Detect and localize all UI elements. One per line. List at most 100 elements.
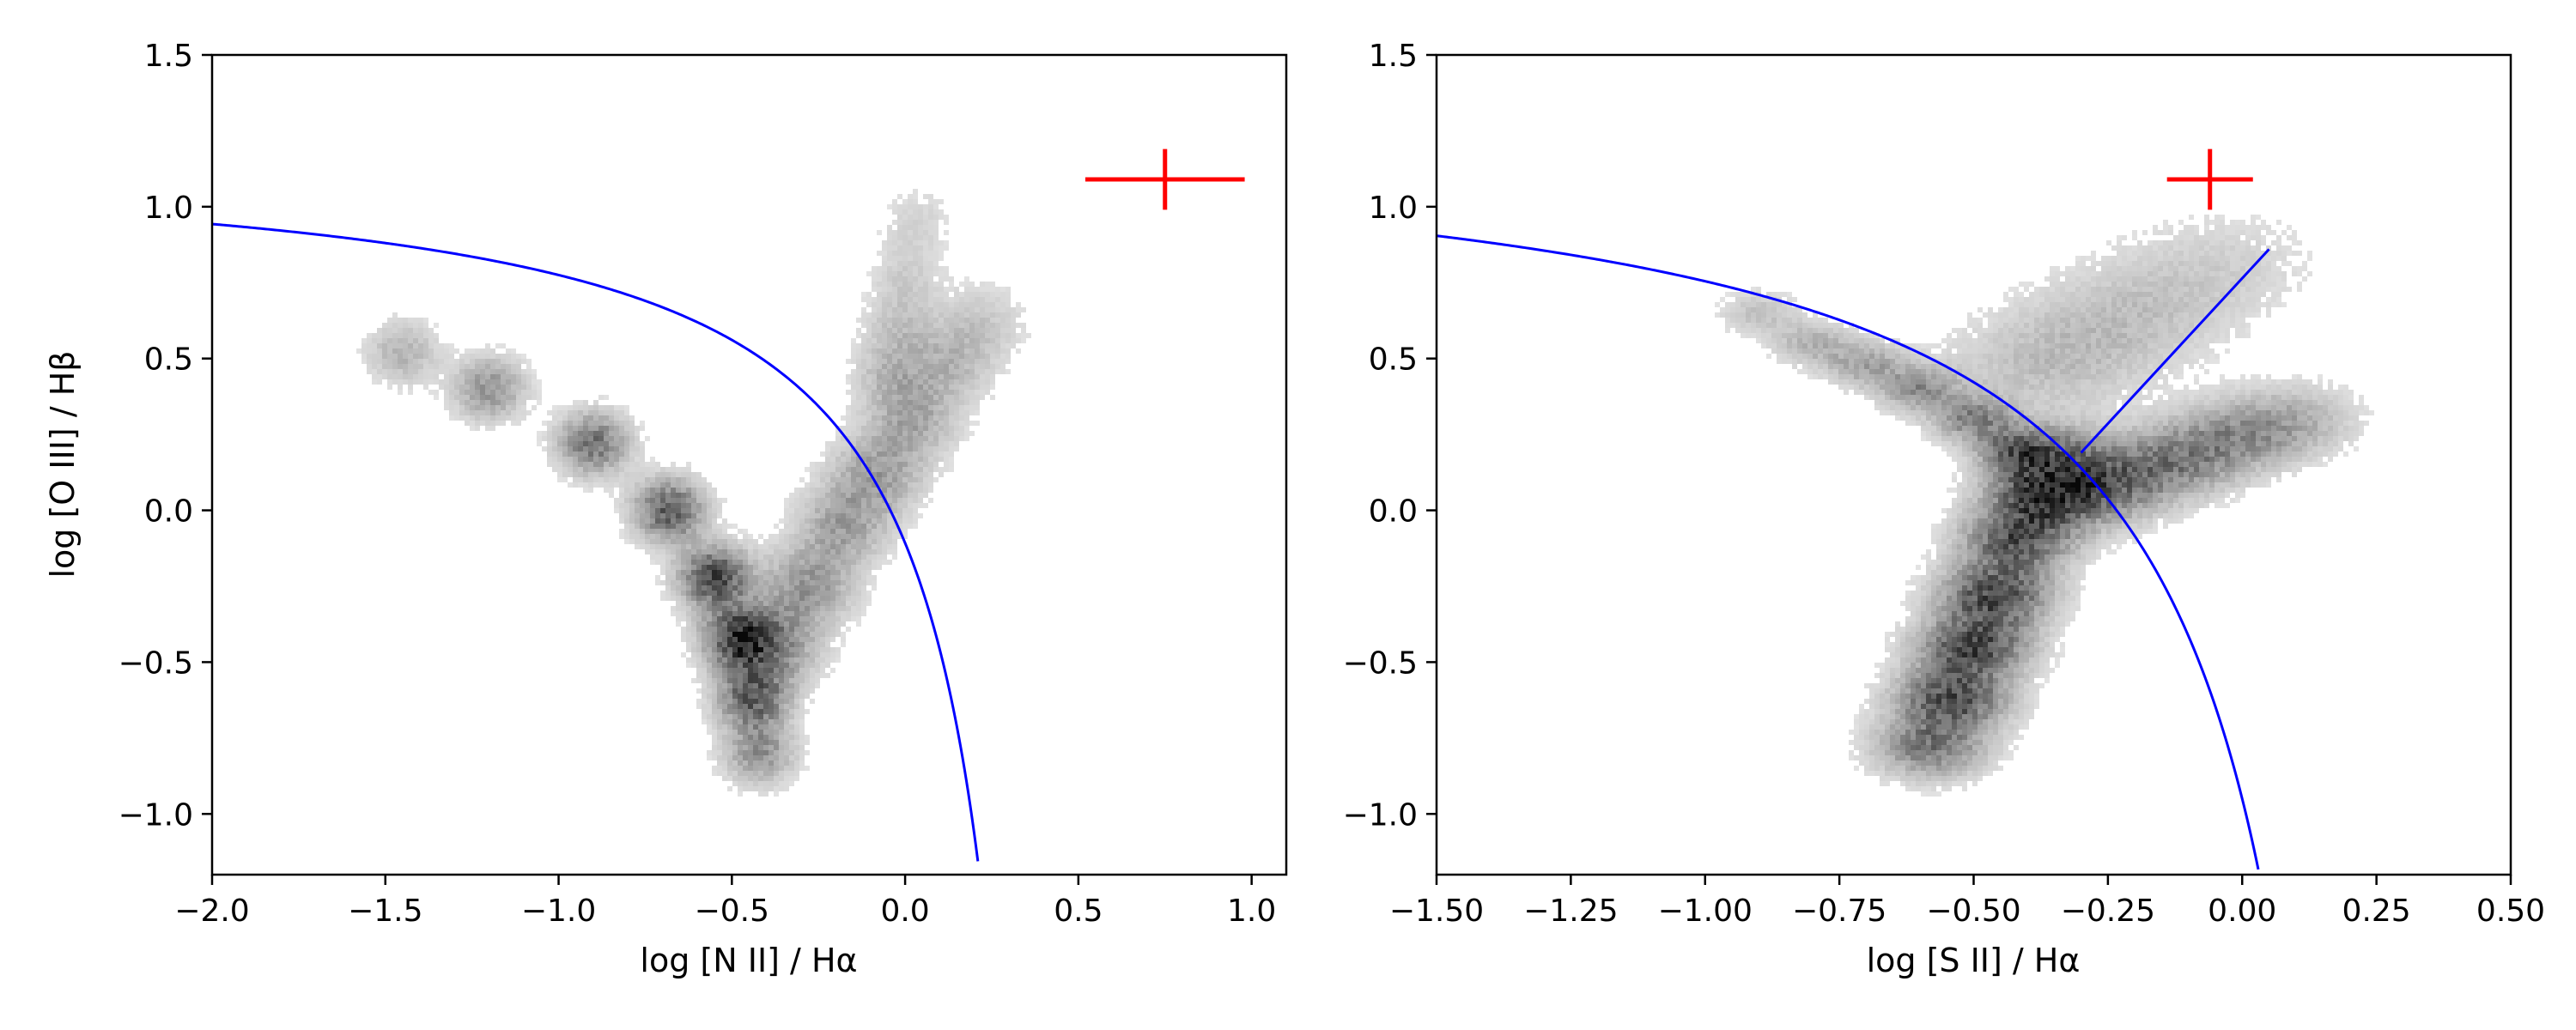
density-cell	[861, 312, 866, 318]
density-cell	[526, 385, 532, 390]
density-cell	[959, 323, 964, 328]
density-cell	[779, 616, 784, 621]
density-cell	[835, 560, 841, 565]
density-cell	[423, 364, 428, 369]
density-cell	[2019, 307, 2024, 312]
density-cell	[392, 312, 398, 318]
density-cell	[2039, 312, 2044, 318]
density-cell	[676, 513, 681, 518]
density-cell	[702, 668, 707, 673]
density-cell	[2220, 312, 2225, 318]
density-cell	[769, 560, 774, 565]
density-cell	[794, 596, 799, 601]
density-cell	[902, 220, 908, 225]
density-cell	[830, 632, 835, 637]
density-cell	[434, 348, 439, 354]
density-cell	[902, 297, 908, 302]
density-cell	[2199, 256, 2204, 261]
density-cell	[2209, 302, 2215, 307]
density-cell	[2003, 318, 2008, 323]
density-cell	[892, 544, 897, 549]
density-cell	[660, 596, 665, 601]
density-cell	[470, 348, 475, 354]
density-cell	[696, 621, 702, 627]
density-cell	[2148, 240, 2153, 245]
density-cell	[861, 441, 866, 446]
density-cell	[985, 359, 990, 364]
density-cell	[887, 379, 892, 385]
density-cell	[923, 379, 928, 385]
density-cell	[2220, 245, 2225, 251]
density-cell	[799, 627, 805, 632]
density-cell	[681, 611, 686, 616]
density-cell	[753, 647, 758, 652]
density-cell	[872, 266, 877, 271]
density-cell	[985, 318, 990, 323]
density-cell	[892, 446, 897, 451]
density-cell	[2075, 312, 2081, 318]
density-cell	[820, 657, 825, 663]
density-cell	[887, 405, 892, 410]
density-cell	[882, 251, 887, 256]
density-cell	[2281, 282, 2287, 287]
density-cell	[2055, 271, 2060, 276]
density-cell	[2153, 251, 2158, 256]
density-cell	[2075, 282, 2081, 287]
density-cell	[738, 642, 743, 647]
density-cell	[2024, 312, 2029, 318]
density-cell	[418, 359, 423, 364]
density-cell	[841, 611, 846, 616]
density-cell	[2230, 225, 2235, 230]
density-cell	[2039, 302, 2044, 307]
density-cell	[676, 570, 681, 575]
density-cell	[918, 338, 923, 343]
density-cell	[743, 565, 748, 570]
density-cell	[774, 709, 779, 714]
density-cell	[964, 395, 969, 400]
density-cell	[732, 750, 738, 755]
density-cell	[949, 436, 954, 441]
density-cell	[640, 508, 645, 513]
density-cell	[614, 421, 619, 426]
density-cell	[2240, 225, 2245, 230]
density-cell	[2106, 271, 2111, 276]
density-cell	[573, 410, 578, 415]
density-cell	[696, 596, 702, 601]
density-cell	[805, 611, 810, 616]
density-cell	[799, 503, 805, 508]
density-cell	[743, 647, 748, 652]
density-cell	[2163, 256, 2168, 261]
density-cell	[2271, 302, 2276, 307]
density-cell	[2271, 287, 2276, 292]
density-cell	[2158, 297, 2163, 302]
density-cell	[686, 462, 691, 467]
density-cell	[877, 554, 882, 560]
density-cell	[398, 379, 403, 385]
density-cell	[810, 493, 815, 498]
density-cell	[2215, 256, 2220, 261]
density-cell	[763, 570, 769, 575]
density-cell	[923, 451, 928, 457]
density-cell	[794, 503, 799, 508]
density-cell	[902, 266, 908, 271]
density-cell	[913, 333, 918, 338]
density-cell	[913, 235, 918, 240]
density-cell	[954, 333, 959, 338]
density-cell	[2230, 220, 2235, 225]
density-cell	[686, 549, 691, 554]
density-cell	[1021, 323, 1026, 328]
density-cell	[691, 508, 696, 513]
density-cell	[423, 374, 428, 379]
density-cell	[794, 652, 799, 657]
density-cell	[805, 735, 810, 740]
density-cell	[810, 621, 815, 627]
density-cell	[691, 544, 696, 549]
density-cell	[799, 601, 805, 606]
density-cell	[748, 601, 753, 606]
density-cell	[815, 596, 820, 601]
density-cell	[799, 554, 805, 560]
density-cell	[573, 467, 578, 472]
density-cell	[913, 354, 918, 359]
density-cell	[2209, 312, 2215, 318]
density-cell	[707, 560, 712, 565]
